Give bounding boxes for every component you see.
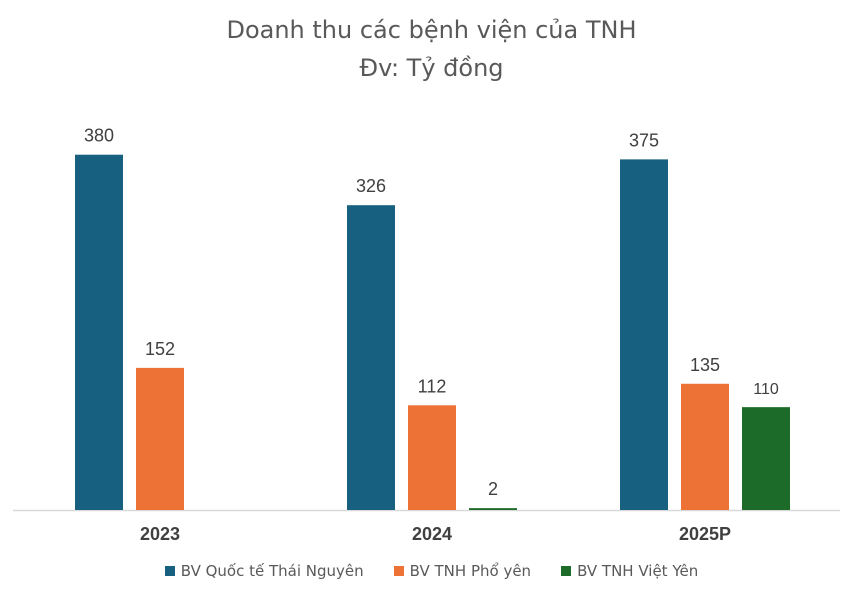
bar-0-2024 bbox=[347, 205, 395, 510]
bar-1-2023 bbox=[136, 367, 184, 510]
x-tick-label-2023: 2023 bbox=[140, 524, 180, 544]
data-label-1-2023: 152 bbox=[145, 339, 175, 359]
data-label-2-2024: 2 bbox=[488, 479, 498, 499]
data-label-1-2024: 112 bbox=[418, 376, 447, 396]
legend-item-2: BV TNH Việt Yên bbox=[561, 562, 698, 580]
bar-1-2024 bbox=[408, 405, 456, 510]
legend-swatch-0 bbox=[164, 566, 175, 576]
legend-swatch-1 bbox=[393, 566, 404, 576]
legend: BV Quốc tế Thái Nguyên BV TNH Phổ yên BV… bbox=[0, 562, 863, 580]
bar-0-2025P bbox=[620, 159, 668, 510]
bar-1-2025P bbox=[681, 383, 729, 510]
bar-2-2025P bbox=[742, 407, 790, 510]
chart-title: Doanh thu các bệnh viện của TNH bbox=[226, 16, 637, 44]
data-label-0-2025P: 375 bbox=[629, 130, 659, 150]
legend-item-0: BV Quốc tế Thái Nguyên bbox=[164, 562, 364, 580]
data-label-0-2023: 380 bbox=[84, 126, 114, 146]
legend-swatch-2 bbox=[561, 566, 572, 576]
bar-2-2024 bbox=[469, 508, 517, 510]
legend-label-2: BV TNH Việt Yên bbox=[577, 562, 699, 580]
chart-subtitle: Đv: Tỷ đồng bbox=[359, 54, 504, 82]
x-tick-label-2024: 2024 bbox=[412, 524, 452, 544]
legend-item-1: BV TNH Phổ yên bbox=[393, 562, 532, 580]
data-label-0-2024: 326 bbox=[356, 176, 386, 196]
x-tick-label-2025P: 2025P bbox=[679, 524, 731, 544]
data-label-1-2025P: 135 bbox=[690, 355, 720, 375]
legend-label-1: BV TNH Phổ yên bbox=[409, 562, 532, 580]
bar-0-2023 bbox=[75, 154, 123, 510]
legend-label-0: BV Quốc tế Thái Nguyên bbox=[180, 562, 364, 580]
data-label-2-2025P: 110 bbox=[753, 381, 779, 398]
